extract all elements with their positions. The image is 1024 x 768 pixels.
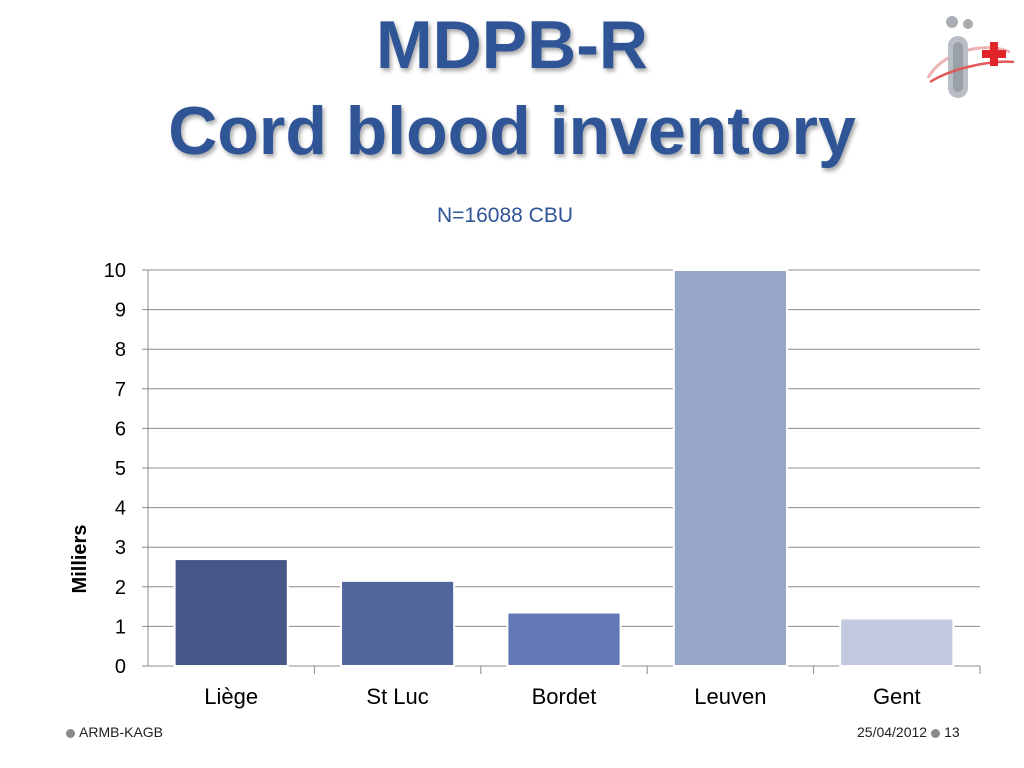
y-tick-label: 9 bbox=[115, 300, 126, 322]
y-tick-label: 3 bbox=[115, 537, 126, 559]
bar-leuven bbox=[672, 269, 788, 667]
slide-number: 13 bbox=[944, 724, 960, 740]
chart-subtitle: N=16088 CBU bbox=[437, 204, 573, 227]
y-axis-label: Milliers bbox=[69, 525, 91, 594]
bullet-icon bbox=[931, 728, 941, 738]
y-tick-label: 5 bbox=[115, 458, 126, 480]
bar-li-ge bbox=[173, 558, 289, 667]
y-tick-label: 2 bbox=[115, 577, 126, 599]
bar-st-luc bbox=[340, 579, 456, 667]
footer-organization: ARMB-KAGB bbox=[79, 724, 164, 740]
y-tick-label: 4 bbox=[115, 498, 126, 520]
y-tick-label: 6 bbox=[115, 418, 126, 440]
x-tick-label: Gent bbox=[873, 684, 921, 709]
slide-title: MDPB-R bbox=[376, 7, 648, 83]
bullet-icon bbox=[66, 728, 75, 738]
y-tick-label: 10 bbox=[104, 260, 126, 282]
bar-bordet bbox=[506, 611, 622, 668]
hospital-logo bbox=[926, 16, 1015, 98]
footer-left: ARMB-KAGB bbox=[62, 724, 163, 740]
y-tick-label: 1 bbox=[115, 616, 126, 638]
x-tick-label: Leuven bbox=[694, 684, 766, 709]
bar-gent bbox=[839, 617, 955, 668]
footer-right: 25/04/2012 13 bbox=[857, 724, 960, 740]
x-tick-label: Liège bbox=[204, 684, 258, 709]
y-tick-label: 0 bbox=[115, 656, 126, 678]
x-tick-label: Bordet bbox=[532, 684, 597, 709]
y-tick-label: 7 bbox=[115, 379, 126, 401]
slide-title-line2: Cord blood inventory bbox=[168, 93, 856, 169]
y-tick-label: 8 bbox=[115, 339, 126, 361]
footer-date: 25/04/2012 bbox=[857, 724, 928, 740]
x-tick-label: St Luc bbox=[366, 684, 428, 709]
